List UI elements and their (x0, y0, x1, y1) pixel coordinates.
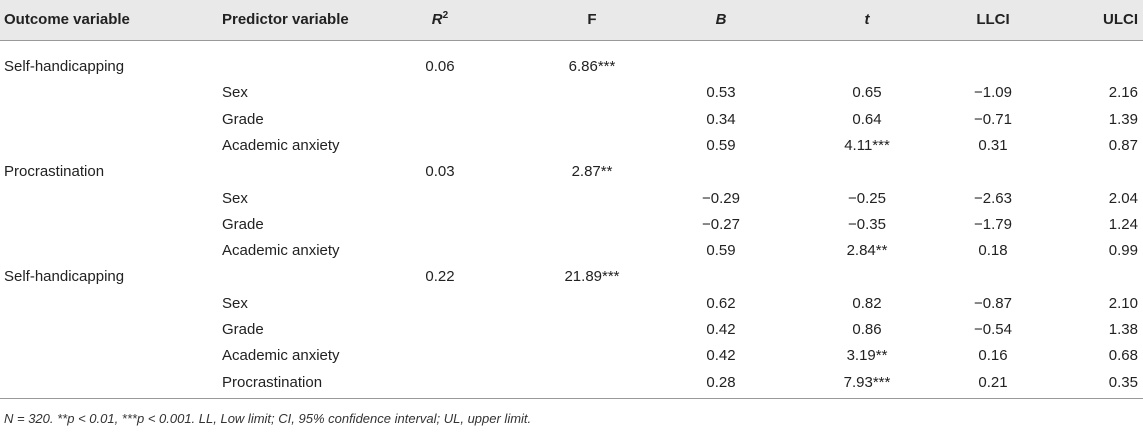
table-cell: 1.39 (1108, 110, 1138, 128)
bottom-rule (0, 398, 1143, 399)
table-cell: 0.82 (852, 294, 882, 312)
table-cell: 0.64 (852, 110, 882, 128)
table-cell: Self-handicapping (4, 58, 125, 75)
table-cell: 3.19** (846, 347, 888, 365)
table-cell: 0.21 (978, 373, 1008, 391)
table-cell: 2.04 (1108, 189, 1138, 207)
header-cell: LLCI (976, 11, 1010, 28)
table-cell: −1.09 (974, 84, 1012, 102)
table-cell: Self-handicapping (4, 268, 125, 286)
table-cell: 4.11*** (844, 136, 890, 154)
table-cell: 2.16 (1108, 84, 1138, 102)
table-cell: −0.71 (974, 110, 1012, 128)
table-note: N = 320. **p < 0.01, ***p < 0.001. LL, L… (4, 411, 532, 426)
table-cell: −0.25 (848, 189, 886, 207)
table-cell: 0.16 (978, 347, 1008, 365)
table-cell: Academic anxiety (222, 242, 340, 260)
header-cell: ULCI (1103, 11, 1138, 28)
table-cell: Grade (222, 215, 264, 233)
table-cell: 0.18 (978, 242, 1008, 260)
table-cell: 0.35 (1108, 373, 1138, 391)
table-cell: −0.29 (702, 189, 740, 207)
table-cell: Academic anxiety (222, 136, 340, 154)
table-cell: Academic anxiety (222, 347, 340, 365)
table-cell: 0.86 (852, 321, 882, 338)
table-cell: 0.68 (1108, 347, 1138, 365)
table-cell: 0.28 (706, 373, 736, 391)
header-cell: F (587, 11, 597, 28)
table-cell: 0.99 (1108, 242, 1138, 260)
table-cell: 6.86*** (568, 58, 616, 75)
table-cell: −1.79 (974, 215, 1012, 233)
table-cell: 0.06 (425, 58, 455, 75)
header-cell: Predictor variable (222, 11, 349, 28)
table-cell: 0.31 (978, 136, 1008, 154)
table-cell: Grade (222, 321, 264, 338)
table-cell: 7.93*** (843, 373, 891, 391)
table-cell: 0.34 (706, 110, 736, 128)
table-cell: 0.42 (706, 347, 736, 365)
table-cell: Sex (222, 189, 248, 207)
table-cell: 0.65 (852, 84, 882, 102)
table-cell: Sex (222, 84, 248, 102)
table-cell: −0.54 (974, 321, 1012, 338)
header-cell: t (864, 11, 870, 28)
table-cell: 1.38 (1108, 321, 1138, 338)
table-cell: Procrastination (4, 163, 105, 181)
table-cell: 0.22 (425, 268, 455, 286)
table-cell: 21.89*** (564, 268, 620, 286)
table-cell: 0.53 (706, 84, 736, 102)
header-superscript: 2 (442, 10, 449, 21)
table-cell: 0.42 (706, 321, 736, 338)
table-cell: −0.87 (974, 294, 1012, 312)
header-cell: B (715, 11, 727, 28)
table-cell: 2.87** (571, 163, 613, 181)
table-cell: 0.59 (706, 136, 736, 154)
table-cell: 0.59 (706, 242, 736, 260)
table-cell: 2.84** (846, 242, 888, 260)
header-cell: R2 (432, 10, 448, 30)
header-cell: Outcome variable (4, 11, 130, 28)
table-cell: 2.10 (1108, 294, 1138, 312)
table-cell: 1.24 (1108, 215, 1138, 233)
table-cell: −0.27 (702, 215, 740, 233)
table-cell: −2.63 (974, 189, 1012, 207)
table-cell: −0.35 (848, 215, 886, 233)
table-cell: 0.03 (425, 163, 455, 181)
header-band (0, 0, 1143, 41)
table-cell: Procrastination (222, 373, 323, 391)
table-cell: Grade (222, 110, 264, 128)
table-cell: Sex (222, 294, 248, 312)
header-text: R (431, 11, 443, 28)
table-cell: 0.87 (1108, 136, 1138, 154)
table-cell: 0.62 (706, 294, 736, 312)
